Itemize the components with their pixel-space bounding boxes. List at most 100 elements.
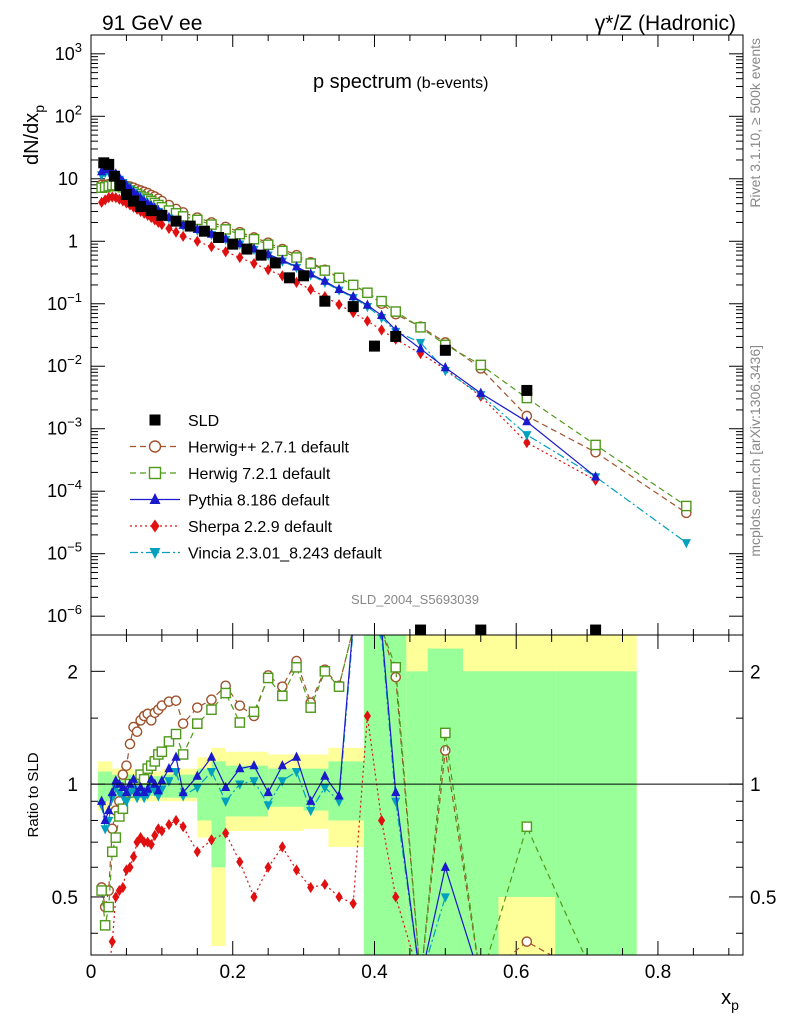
main-point-herwig7 [590,439,601,451]
ratio-point-sherpa [236,856,244,868]
ratio-point-sherpa [154,823,162,835]
ratio-point-herwig7 [99,920,111,931]
ratio-point-sherpa [172,814,180,827]
xtick-label: 0.4 [361,962,388,983]
legend-label-vincia: Vincia 2.3.01_8.243 default [188,546,382,563]
main-point-vincia [522,431,532,441]
main-point-sld [415,624,427,635]
legend-marker-sherpa [150,519,160,533]
legend-marker-vincia [149,548,161,559]
ratio-point-herwigpp [206,694,217,705]
ratio-point-sherpa [129,851,138,863]
header-right: γ*/Z (Hadronic) [595,12,736,35]
main-point-herwig7 [291,252,302,263]
ratio-axis-ticks: 2 2 1 1 0.5 0.5 0 0.2 0.4 0.6 0.8 [52,635,776,983]
ratio-point-herwigpp [124,738,136,750]
ratio-pythia [97,635,474,955]
main-point-sld [368,340,380,352]
main-point-sherpa [363,315,371,327]
main-point-sld [108,170,120,182]
ratio-point-sherpa [179,821,187,833]
ratio-point-sherpa [207,834,216,846]
ratio-point-vincia [334,797,344,807]
main-point-sld [590,624,602,635]
main-point-sherpa [307,283,315,295]
rivet-label: Rivet 3.1.10, ≥ 500k events [747,38,763,208]
main-series-layer [96,157,692,635]
legend-label-herwigpp: Herwig++ 2.7.1 default [188,440,350,457]
ratio-point-pythia [157,775,167,785]
ratio-point-herwig7 [390,661,402,673]
main-point-herwig7 [681,500,692,512]
legend-marker-herwigpp [148,440,162,453]
plot-title-main: p spectrum [313,71,412,93]
ratio-point-sherpa [349,897,357,910]
legend-label-herwig7: Herwig 7.2.1 default [188,466,331,483]
ratio-point-herwig7 [177,749,189,760]
main-point-pythia [440,362,450,372]
header-left: 91 GeV ee [102,12,202,35]
main-point-herwig7 [347,279,359,291]
ratio-point-sherpa [278,841,286,853]
ratio-point-pythia [235,763,245,773]
ratio-point-herwig7 [305,702,316,713]
main-point-sld [390,330,402,342]
legend-label-sherpa: Sherpa 2.2.9 default [188,519,333,536]
ratio-point-pythia [104,804,114,815]
ratio-point-sherpa [147,838,155,851]
xtick-label: 0.8 [645,962,671,983]
ratio-point-herwig7 [220,687,231,699]
ratio-point-herwig7 [206,704,217,715]
main-point-herwig7 [475,359,487,371]
main-point-sld [184,220,196,232]
main-point-sld [145,205,157,217]
ratio-point-pythia [107,786,117,797]
header-right-main: γ*/Z [595,12,633,35]
main-point-sld [269,257,281,269]
ratio-ytick-label-right: 1 [750,775,761,796]
main-point-sld [298,270,310,282]
main-point-sld [475,624,487,635]
ratio-point-vincia [121,797,132,807]
ratio-point-herwig7 [521,821,533,832]
ratio-point-pythia [221,781,231,792]
ratio-point-pythia [150,778,160,788]
ratio-point-pythia [146,773,156,783]
main-ytick-label: 10−2 [47,352,82,376]
ratio-point-herwigpp [121,760,132,771]
main-point-pythia [320,275,330,285]
main-point-pythia [348,291,358,301]
ratio-point-pythia [192,770,202,780]
main-point-sld [521,384,533,396]
ratio-point-sherpa [363,710,371,722]
main-point-herwig7 [390,306,402,317]
main-point-pythia [376,309,387,320]
ratio-point-herwig7 [163,736,175,747]
main-point-sherpa [179,230,187,242]
ratio-point-vincia [320,783,330,794]
main-point-herwig7 [362,287,373,299]
main-point-herwig7 [319,265,331,276]
main-point-sherpa [264,264,272,276]
ratio-band-inner [98,771,113,802]
main-ytick-label: 1 [68,231,78,251]
ratio-point-herwig7 [319,666,331,677]
main-point-sld [439,344,451,356]
ratio-point-pythia [291,751,302,761]
ratio-point-herwigpp [177,718,189,729]
ratio-point-herwig7 [440,727,451,739]
ratio-point-sherpa [151,829,159,841]
ratio-point-pythia [143,783,153,793]
ratio-point-pythia [125,778,135,788]
ratio-band-inner [268,768,304,807]
ratio-point-pythia [277,760,287,770]
ratio-point-vincia [153,792,163,802]
main-point-sherpa [523,436,531,449]
analysis-id: SLD_2004_S5693039 [351,592,479,607]
ratio-series-layer [96,635,586,955]
ratio-point-pythia [249,760,259,770]
ratio-point-vincia [378,635,385,641]
ratio-point-vincia [206,768,217,778]
ratio-point-vincia [221,797,231,807]
